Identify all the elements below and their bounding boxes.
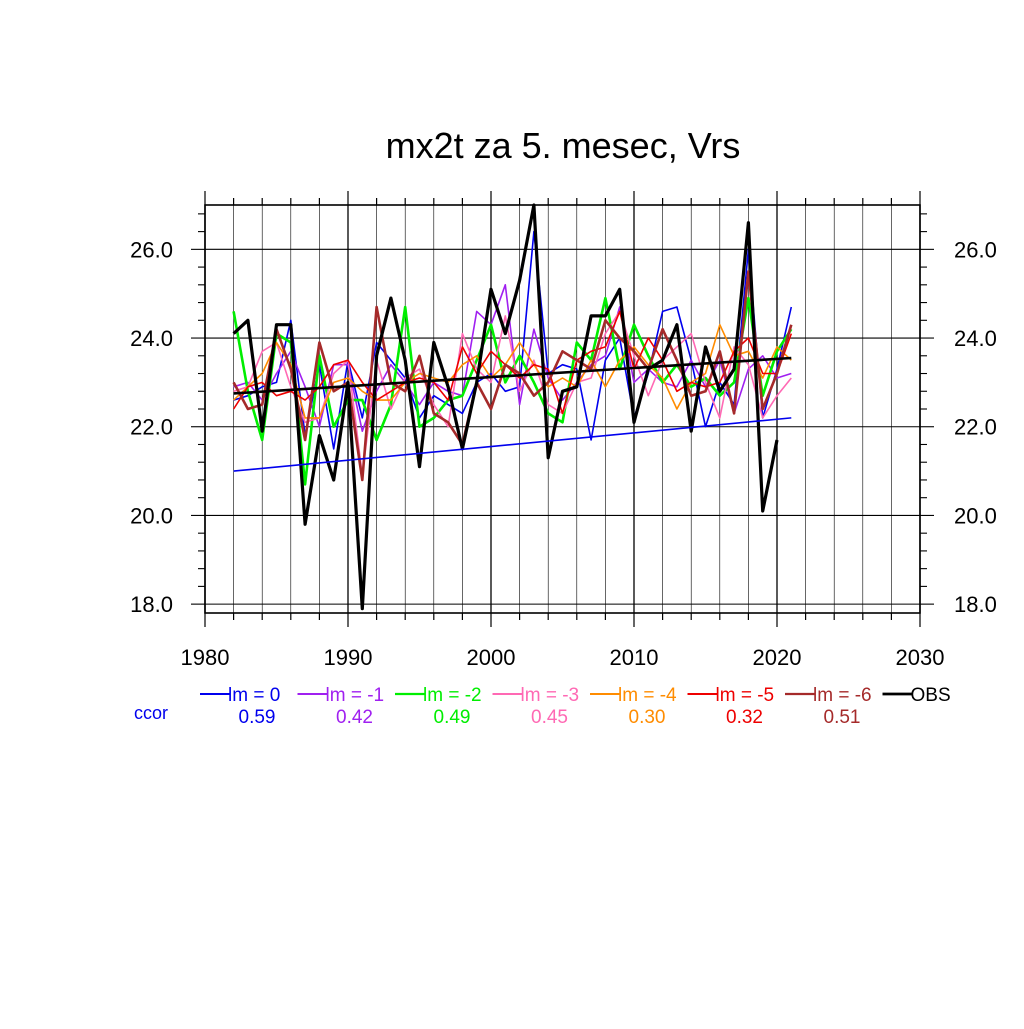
y-tick-label-right: 18.0 bbox=[954, 592, 997, 617]
ccor-label: ccor bbox=[134, 703, 168, 723]
ccor-value: 0.51 bbox=[824, 707, 861, 728]
series-line bbox=[232, 203, 779, 611]
legend-label: lm = 0 bbox=[228, 685, 280, 706]
x-tick-label: 2010 bbox=[610, 645, 659, 670]
ccor-value: 0.49 bbox=[434, 707, 471, 728]
chart-title: mx2t za 5. mesec, Vrs bbox=[386, 125, 741, 166]
x-tick-label: 1980 bbox=[181, 645, 230, 670]
ccor-value: 0.30 bbox=[629, 707, 666, 728]
legend-label: lm = -4 bbox=[618, 685, 677, 706]
x-tick-label: 1990 bbox=[324, 645, 373, 670]
x-tick-label: 2000 bbox=[467, 645, 516, 670]
ccor-value: 0.32 bbox=[726, 707, 763, 728]
y-tick-label-right: 24.0 bbox=[954, 326, 997, 351]
trend-line bbox=[233, 356, 792, 395]
y-tick-label-right: 22.0 bbox=[954, 415, 997, 440]
plot-lines bbox=[232, 203, 793, 611]
legend-label: lm = -3 bbox=[521, 685, 580, 706]
y-tick-label-left: 20.0 bbox=[130, 503, 173, 528]
legend-label: OBS bbox=[911, 685, 951, 706]
legend-label: lm = -2 bbox=[423, 685, 482, 706]
y-tick-label-right: 20.0 bbox=[954, 503, 997, 528]
ccor-value: 0.45 bbox=[531, 707, 568, 728]
y-tick-label-left: 18.0 bbox=[130, 592, 173, 617]
legend-label: lm = -5 bbox=[716, 685, 775, 706]
y-tick-label-left: 26.0 bbox=[130, 237, 173, 262]
y-tick-label-right: 26.0 bbox=[954, 237, 997, 262]
axis-labels: 1980 1990 2000 2010 2020 2030 18.0 18.0 20.0 20.0… bbox=[130, 237, 997, 670]
y-tick-label-left: 22.0 bbox=[130, 415, 173, 440]
trend-line bbox=[233, 417, 792, 472]
ccor-value: 0.59 bbox=[239, 707, 276, 728]
y-tick-label-left: 24.0 bbox=[130, 326, 173, 351]
plot-frame bbox=[191, 191, 934, 627]
ccor-value: 0.42 bbox=[336, 707, 373, 728]
legend-label: lm = -6 bbox=[813, 685, 872, 706]
x-tick-label: 2030 bbox=[896, 645, 945, 670]
legend: ccor lm = 00.59 lm = -10.42 lm = -20.49 lm =… bbox=[134, 685, 951, 728]
x-tick-label: 2020 bbox=[753, 645, 802, 670]
series-line bbox=[233, 323, 792, 419]
legend-label: lm = -1 bbox=[326, 685, 385, 706]
